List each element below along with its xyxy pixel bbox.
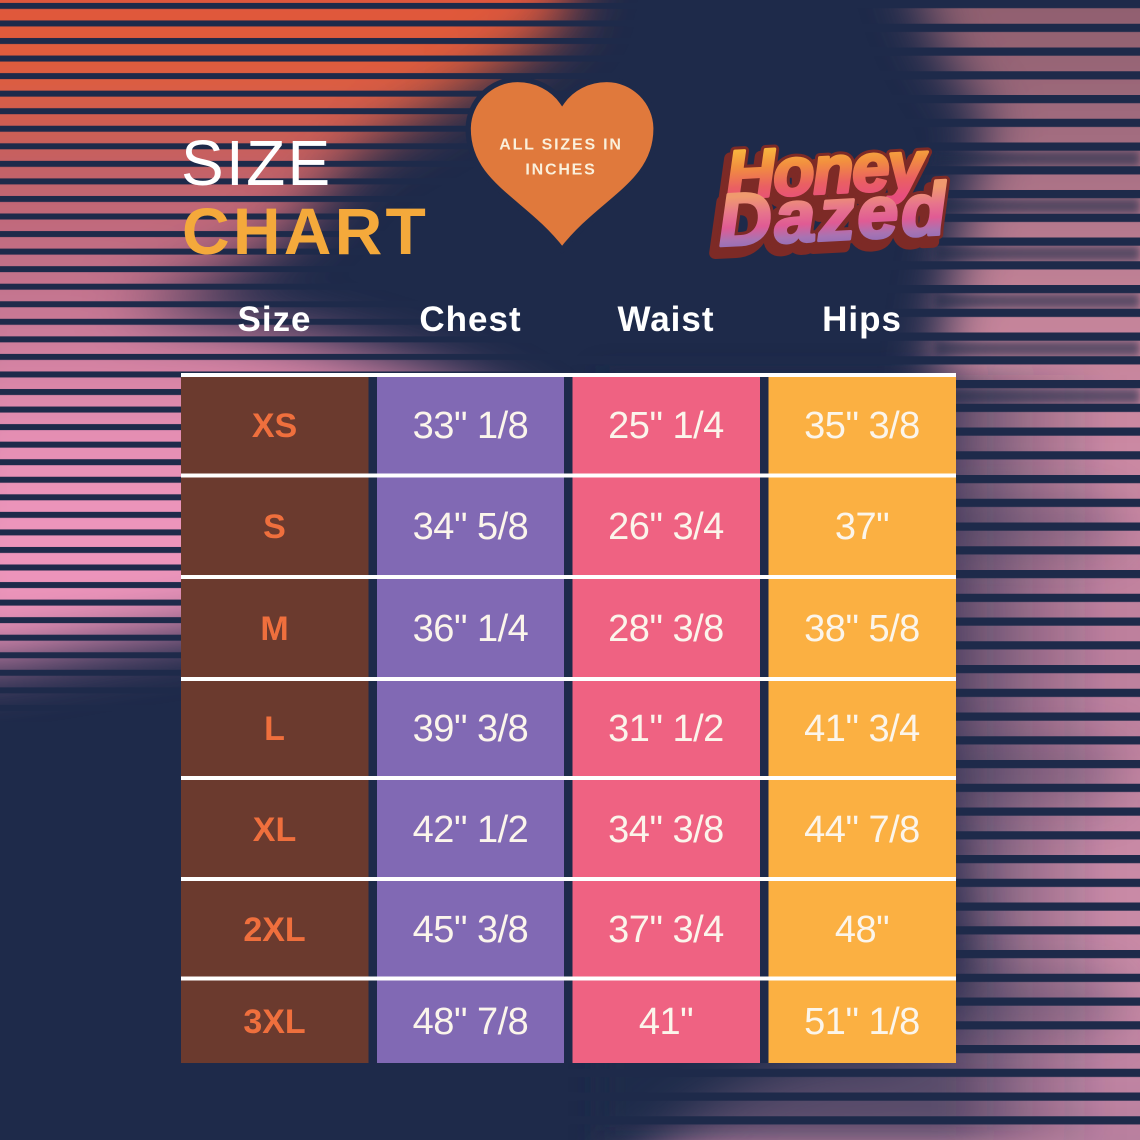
svg-text:44" 7/8: 44" 7/8 — [804, 809, 920, 851]
svg-text:XL: XL — [253, 811, 296, 849]
svg-text:37": 37" — [835, 506, 889, 548]
svg-text:41" 3/4: 41" 3/4 — [804, 708, 920, 750]
svg-text:2XL: 2XL — [243, 911, 305, 949]
svg-text:Chest: Chest — [419, 300, 521, 339]
svg-text:39" 3/8: 39" 3/8 — [413, 708, 529, 750]
svg-text:48" 7/8: 48" 7/8 — [413, 1001, 529, 1043]
svg-text:25" 1/4: 25" 1/4 — [608, 405, 724, 447]
svg-text:Honey: Honey — [719, 134, 926, 221]
svg-text:Dazed: Dazed — [710, 174, 944, 269]
svg-text:28" 3/8: 28" 3/8 — [608, 608, 724, 650]
svg-text:42" 1/2: 42" 1/2 — [413, 809, 529, 851]
svg-text:34" 5/8: 34" 5/8 — [413, 506, 529, 548]
svg-text:CHART: CHART — [182, 194, 429, 268]
svg-text:Hips: Hips — [822, 300, 902, 339]
svg-text:34" 3/8: 34" 3/8 — [608, 809, 724, 851]
svg-text:41": 41" — [639, 1001, 693, 1043]
svg-text:Dazed: Dazed — [716, 167, 950, 262]
svg-text:M: M — [260, 610, 288, 648]
svg-text:Dazed: Dazed — [716, 167, 950, 262]
svg-text:33" 1/8: 33" 1/8 — [413, 405, 529, 447]
svg-text:45" 3/8: 45" 3/8 — [413, 909, 529, 951]
svg-text:ALL SIZES IN: ALL SIZES IN — [499, 137, 623, 154]
svg-text:Size: Size — [237, 300, 311, 339]
svg-text:SIZE: SIZE — [181, 127, 332, 199]
svg-text:INCHES: INCHES — [525, 162, 596, 179]
svg-text:48": 48" — [835, 909, 889, 951]
svg-text:35" 3/8: 35" 3/8 — [804, 405, 920, 447]
svg-text:31" 1/2: 31" 1/2 — [608, 708, 724, 750]
svg-text:36" 1/4: 36" 1/4 — [413, 608, 529, 650]
svg-text:Honey: Honey — [724, 127, 931, 214]
svg-text:38" 5/8: 38" 5/8 — [804, 608, 920, 650]
svg-text:L: L — [264, 710, 285, 748]
svg-text:37" 3/4: 37" 3/4 — [608, 909, 724, 951]
svg-text:51" 1/8: 51" 1/8 — [804, 1001, 920, 1043]
svg-text:Honey: Honey — [724, 127, 931, 214]
svg-text:26" 3/4: 26" 3/4 — [608, 506, 724, 548]
svg-text:XS: XS — [252, 407, 297, 445]
svg-text:Waist: Waist — [617, 300, 714, 339]
svg-text:3XL: 3XL — [243, 1003, 305, 1041]
svg-text:S: S — [263, 508, 286, 546]
